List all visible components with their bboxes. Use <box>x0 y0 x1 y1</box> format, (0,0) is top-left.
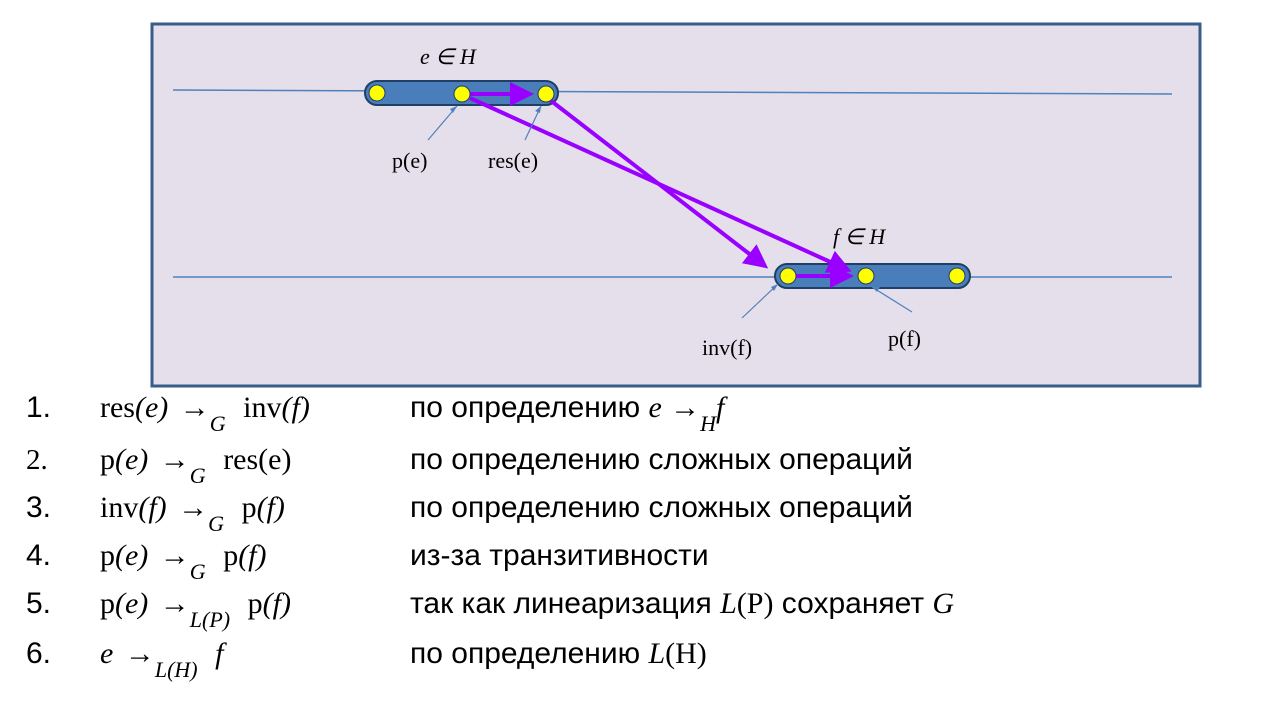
label-f-in-h: f ∈ H <box>833 224 886 249</box>
point-f-end <box>948 267 966 285</box>
step-justification: по определению L(H) <box>410 637 707 670</box>
diagram-frame <box>150 22 1202 388</box>
label-inv-f: inv(f) <box>702 335 752 360</box>
proof-step-1: 1. res(e) →G inv(f) по определению e →Hf <box>0 388 1267 436</box>
point-p-e <box>453 85 471 103</box>
step-number: 3. <box>26 491 52 524</box>
pointer-head-p-f <box>872 287 880 292</box>
pointer-head-p-e <box>450 106 457 113</box>
label-e-in-h: e ∈ H <box>420 44 477 69</box>
proof-step-4: 4. p(e) →G p(f) из-за транзитивности <box>0 536 1267 584</box>
step-number: 2. <box>26 444 48 476</box>
step-justification: так как линеаризация L(P) сохраняет G <box>410 587 955 620</box>
pointer-head-res-e <box>535 106 541 113</box>
label-p-e: p(e) <box>392 148 427 173</box>
arrow-symbol: → <box>159 539 190 572</box>
history-diagram: e ∈ H f ∈ H p(e) res(e) inv(f) p(f) <box>150 22 1202 388</box>
proof-step-3: 3. inv(f) →G p(f) по определению сложных… <box>0 488 1267 536</box>
label-p-f: p(f) <box>888 326 921 351</box>
step-justification: из-за транзитивности <box>410 539 709 572</box>
step-formula: inv(f) →G p(f) <box>100 491 285 536</box>
point-res-e <box>537 85 555 103</box>
arrow-symbol: → <box>159 443 190 476</box>
step-number: 4. <box>26 539 52 572</box>
step-formula: e →L(H) f <box>100 637 224 682</box>
pointer-head-inv-f <box>771 284 778 291</box>
step-number: 6. <box>26 637 52 670</box>
step-formula: res(e) →G inv(f) <box>100 391 310 436</box>
step-justification: по определению сложных операций <box>410 491 913 524</box>
arrow-symbol: → <box>178 491 209 524</box>
arrow-symbol: → <box>159 587 190 620</box>
arrow-symbol: → <box>124 637 155 670</box>
proof-step-2: 2. p(e) →G res(e) по определению сложных… <box>0 440 1267 488</box>
step-formula: p(e) →L(P) p(f) <box>100 587 291 632</box>
point-p-f <box>857 267 875 285</box>
arrow-symbol: → <box>179 391 210 424</box>
proof-step-6: 6. e →L(H) f по определению L(H) <box>0 634 1267 682</box>
arrow-res-e-to-inv-f <box>548 98 769 269</box>
step-justification: по определению e →Hf <box>410 391 725 436</box>
step-justification: по определению сложных операций <box>410 443 913 476</box>
point-inv-f <box>779 267 797 285</box>
proof-step-5: 5. p(e) →L(P) p(f) так как линеаризация … <box>0 584 1267 632</box>
pointer-p-f <box>871 286 913 313</box>
point-e-start <box>368 84 386 102</box>
step-number: 1. <box>26 391 52 424</box>
step-formula: p(e) →G res(e) <box>100 443 292 488</box>
pointer-inv-f <box>741 283 779 319</box>
step-formula: p(e) →G p(f) <box>100 539 267 584</box>
process-timeline-upper <box>172 89 1173 95</box>
step-number: 5. <box>26 587 52 620</box>
label-res-e: res(e) <box>488 148 538 173</box>
